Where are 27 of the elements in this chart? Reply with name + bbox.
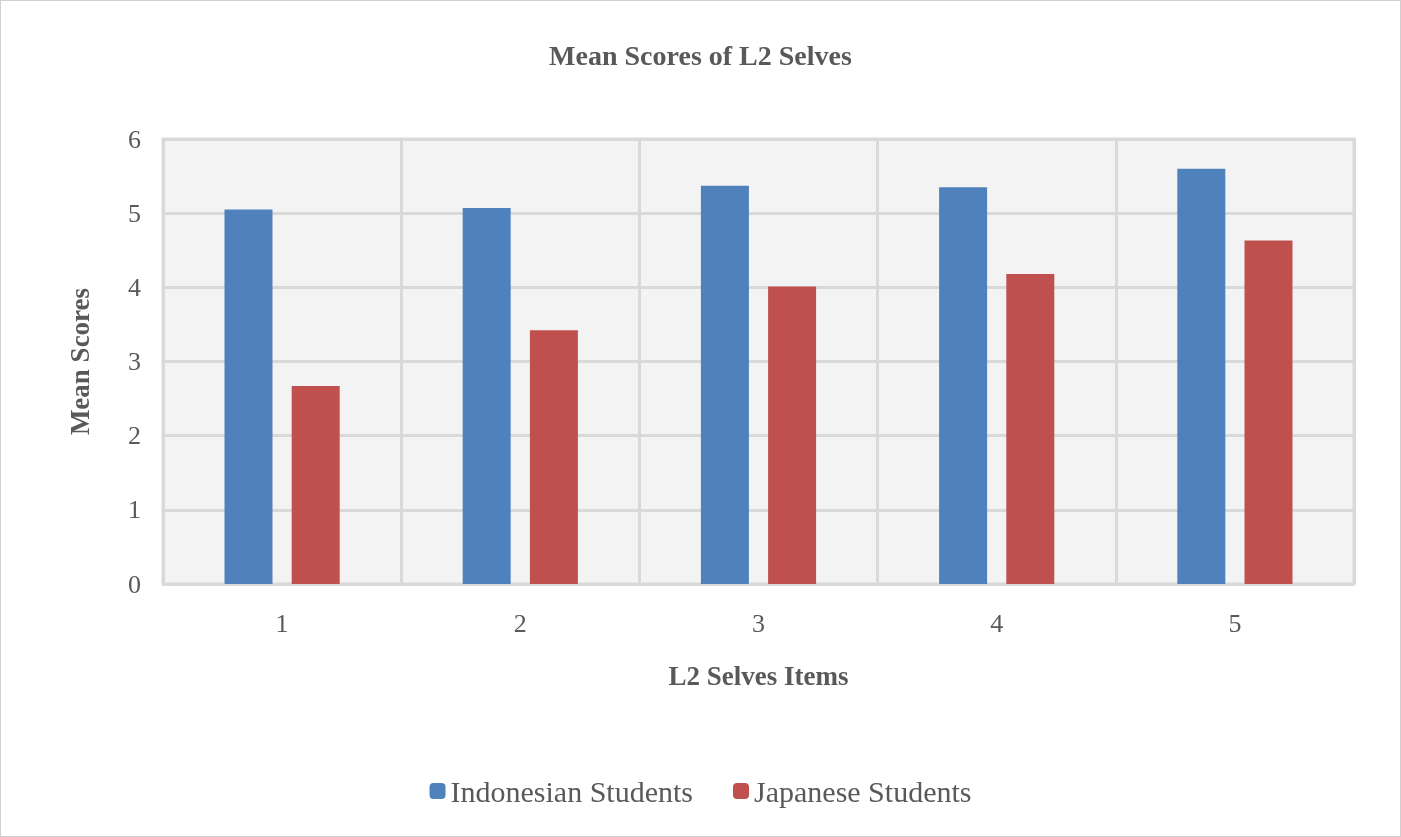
y-tick-label: 6 [128,124,141,154]
x-axis-title: L2 Selves Items [668,660,849,691]
y-tick-label: 5 [128,198,141,228]
bar [1244,240,1293,584]
x-tick-label: 3 [752,608,765,638]
bar [1177,168,1226,584]
x-tick-label: 5 [1228,608,1242,638]
bar [939,187,988,584]
y-tick-label: 2 [128,421,141,451]
bar [224,209,273,584]
bar [462,207,511,584]
y-tick-label: 3 [128,347,141,376]
x-tick-label: 1 [275,608,289,638]
bar [700,185,749,584]
x-tick-label: 4 [990,608,1004,638]
x-tick-label: 2 [513,608,527,638]
bar [1006,273,1055,584]
y-axis-title: Mean Scores [64,287,95,436]
y-tick-label: 1 [128,495,141,525]
legend-label: Japanese Students [754,774,972,808]
y-tick-label: 0 [128,569,141,599]
bar [768,286,817,584]
bar [529,330,578,584]
chart-title: Mean Scores of L2 Selves [549,39,852,71]
y-tick-label: 4 [128,272,141,302]
legend-label: Indonesian Students [450,774,694,808]
bar [291,385,340,584]
